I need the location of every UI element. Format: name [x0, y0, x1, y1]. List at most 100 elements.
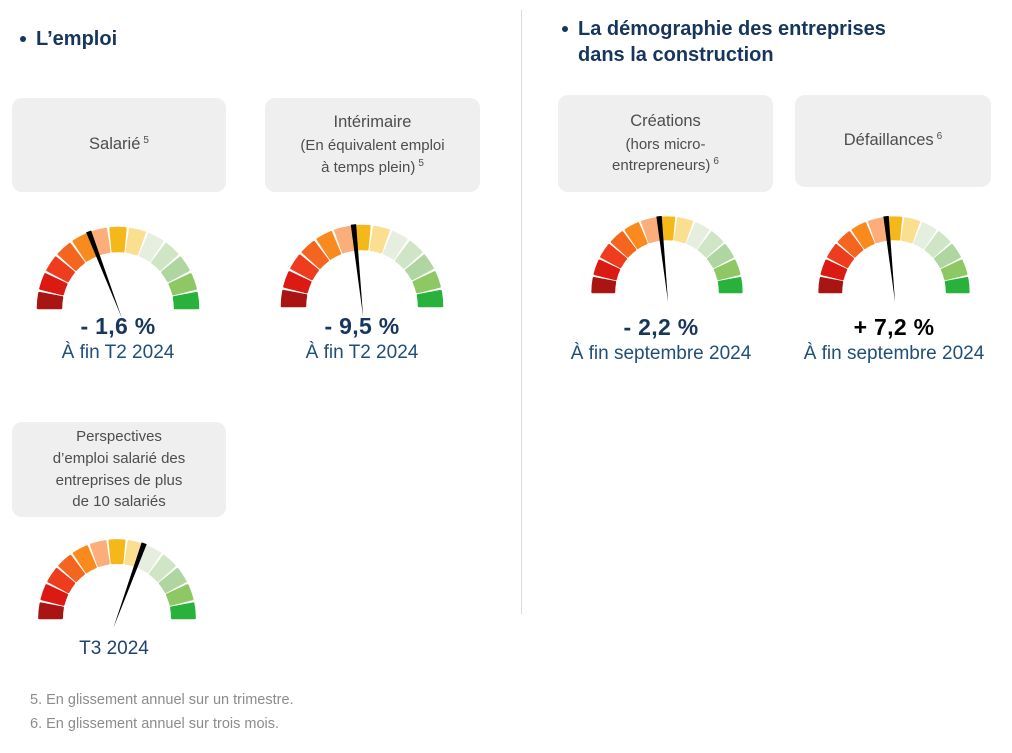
gauge-segment	[36, 291, 64, 310]
gauge-segment	[138, 233, 164, 262]
section-title-demographie-text: La démographie des entreprises dans la c…	[578, 16, 886, 68]
section-divider	[521, 10, 522, 614]
gauge-segment	[151, 242, 179, 271]
card-label-line: d’emploi salarié des	[52, 449, 186, 467]
card-label-line: Créations	[630, 111, 701, 130]
gauge-segment	[900, 217, 921, 244]
gauge-value-salarie: - 1,6 %	[80, 313, 156, 339]
gauge-segment	[395, 240, 423, 269]
label-card-defaillances: Défaillances 6	[795, 95, 991, 187]
gauge-segment	[90, 227, 111, 256]
gauge-period-defaillances: À fin septembre 2024	[803, 343, 985, 364]
footnote-reference: 5	[418, 157, 424, 169]
gauge-segment	[89, 540, 110, 568]
gauge-segment	[290, 254, 319, 281]
gauge-segment	[624, 222, 648, 250]
gauge-period-interimaire: À fin T2 2024	[305, 342, 419, 363]
label-card-interimaire: Intérimaire (En équivalent emploi à temps …	[265, 98, 480, 192]
section-title-emploi-text: L’emploi	[36, 28, 118, 50]
gauge-segment	[72, 545, 97, 574]
gauge-segment	[416, 289, 444, 308]
footnote-reference: 5	[143, 135, 149, 147]
gauge-segment	[301, 240, 329, 269]
gauge-segment	[47, 567, 76, 594]
card-label-line: Défaillances 6	[843, 131, 943, 150]
gauge-segment	[172, 291, 200, 310]
gauge-segment	[944, 276, 970, 294]
label-card-perspectives: Perspectives d’emploi salarié des entrepri…	[12, 422, 226, 517]
gauge-period-perspectives: T3 2024	[79, 638, 149, 659]
gauge-period-salarie: À fin T2 2024	[61, 342, 175, 363]
gauge-segment	[158, 567, 187, 594]
gauge-segment	[640, 217, 661, 244]
gauge-segment	[334, 225, 355, 254]
label-card-salarie: Salarié 5	[12, 98, 226, 192]
card-label-line: entreprises de plus	[55, 471, 183, 489]
gauge-segment	[165, 584, 194, 606]
gauge-value-defaillances: + 7,2 %	[853, 314, 935, 340]
gauge-segment	[57, 242, 85, 271]
gauge-segment	[818, 276, 844, 294]
gauge-segment	[58, 554, 85, 583]
gauge-segment	[108, 539, 126, 565]
gauge-segment	[837, 231, 864, 258]
gauge-segment	[170, 602, 196, 620]
gauge-segment	[283, 271, 312, 294]
gauge-segment	[46, 256, 75, 283]
gauge-segment	[593, 259, 621, 281]
gauge-value-interimaire: - 9,5 %	[324, 313, 400, 339]
footnote-5: 5. En glissement annuel sur un trimestre…	[30, 692, 294, 708]
gauge-segment	[924, 231, 951, 258]
gauge-chart-salarie	[36, 226, 200, 319]
footnote-reference: 6	[713, 156, 719, 168]
gauge-needle	[656, 215, 669, 303]
gauge-segment	[591, 276, 617, 294]
footnote-reference: 6	[936, 131, 943, 143]
gauge-segment	[412, 271, 441, 294]
card-label-line: à temps plein) 5	[321, 157, 424, 176]
gauge-segment	[280, 289, 308, 308]
gauge-segment	[369, 225, 390, 254]
gauge-segment	[867, 217, 888, 244]
gauge-segment	[125, 227, 146, 256]
gauge-chart-perspectives	[38, 539, 196, 629]
gauge-value-creations: - 2,2 %	[623, 314, 699, 340]
gauge-period-creations: À fin septembre 2024	[570, 343, 752, 364]
gauge-segment	[697, 231, 724, 258]
gauge-needle	[883, 215, 896, 303]
gauge-segment	[109, 226, 127, 253]
gauge-segment	[933, 244, 961, 269]
gauge-segment	[137, 545, 162, 574]
gauge-segment	[149, 554, 176, 583]
label-card-creations: Créations (hors micro-entrepreneurs) 6	[558, 95, 773, 192]
gauge-needle	[86, 230, 122, 319]
section-title-emploi: L’emploi	[20, 26, 117, 52]
gauge-segment	[851, 222, 875, 250]
gauge-chart-interimaire	[280, 224, 444, 317]
gauge-segment	[706, 244, 734, 269]
gauge-segment	[39, 273, 68, 296]
card-label-line: de 10 salariés	[72, 493, 166, 511]
card-label-line: (hors micro-	[625, 135, 706, 153]
gauge-chart-creations	[591, 215, 743, 303]
gauge-segment	[168, 273, 197, 296]
gauge-segment	[382, 231, 408, 260]
gauge-segment	[610, 231, 637, 258]
gauge-segment	[40, 584, 69, 606]
gauge-segment	[713, 259, 741, 281]
gauge-needle	[350, 224, 364, 317]
gauge-segment	[316, 231, 342, 260]
card-label-line: Salarié 5	[89, 135, 149, 154]
card-label-line: Intérimaire	[333, 113, 412, 132]
gauge-segment	[820, 259, 848, 281]
card-label-line: (En équivalent emploi	[300, 137, 445, 155]
gauge-segment	[405, 254, 434, 281]
title-line-2: dans la construction	[578, 44, 774, 66]
bullet-icon	[20, 36, 26, 42]
gauge-segment	[913, 222, 937, 250]
gauge-segment	[827, 244, 855, 269]
gauge-chart-defaillances	[818, 215, 970, 303]
gauge-segment	[161, 256, 190, 283]
bullet-icon	[562, 26, 568, 32]
